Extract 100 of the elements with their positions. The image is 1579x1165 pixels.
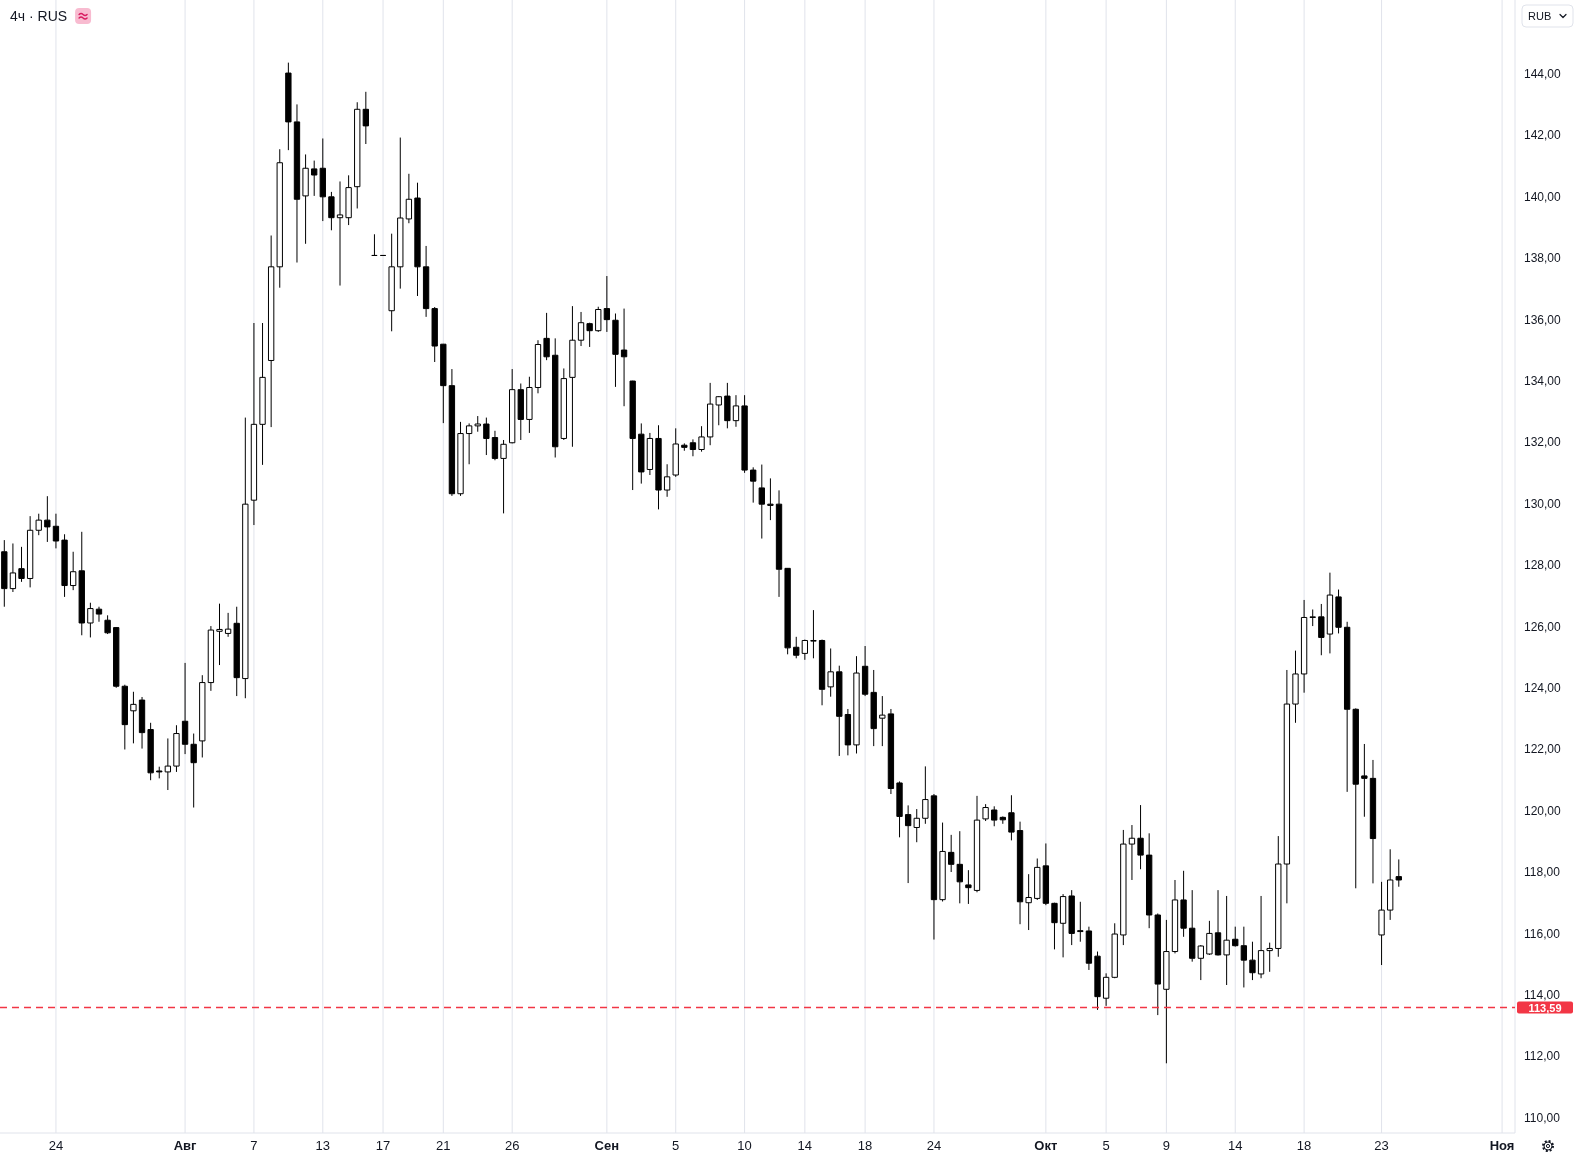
candlestick	[181, 662, 189, 755]
y-tick-label: 118,00	[1524, 865, 1561, 880]
candlestick	[569, 305, 576, 448]
candlestick	[242, 417, 249, 699]
x-tick-label: 18	[1296, 1137, 1312, 1153]
candlestick	[956, 830, 963, 904]
candlestick	[224, 612, 232, 638]
candlestick	[1343, 621, 1351, 793]
candlestick	[1266, 942, 1273, 973]
candlestick	[199, 674, 206, 758]
candlestick	[1025, 873, 1032, 931]
candlestick	[1077, 901, 1084, 943]
candlestick	[887, 708, 895, 795]
candlestick	[70, 551, 77, 591]
candlestick	[922, 765, 929, 825]
candlestick	[35, 513, 42, 536]
candlestick	[267, 235, 275, 428]
candlestick	[422, 245, 430, 318]
y-tick-label: 138,00	[1524, 251, 1562, 266]
candlestick	[233, 606, 240, 697]
candlestick	[52, 513, 60, 549]
x-tick-label: 23	[1374, 1137, 1389, 1153]
candlestick	[1034, 858, 1041, 901]
candlestick	[336, 180, 344, 287]
candlestick	[1145, 832, 1153, 929]
candlestick	[1292, 650, 1299, 724]
candlestick	[138, 696, 146, 750]
y-tick-label: 140,00	[1524, 189, 1562, 204]
candlestick	[483, 417, 490, 456]
candlestick	[818, 639, 826, 706]
candlestick	[156, 766, 163, 779]
candlestick	[164, 737, 172, 791]
candlestick	[982, 803, 989, 822]
candlestick	[965, 869, 972, 905]
y-tick-label: 132,00	[1524, 435, 1562, 450]
candlestick	[293, 103, 301, 264]
candlestick	[706, 382, 714, 446]
y-tick-label: 120,00	[1524, 803, 1562, 818]
candlestick	[1326, 572, 1334, 654]
candlestick	[405, 173, 413, 224]
x-tick-label: 18	[857, 1137, 873, 1153]
candlestick	[448, 368, 456, 497]
candlestick	[345, 174, 352, 226]
candlestick	[1361, 743, 1368, 818]
y-axis-title: RUB	[1528, 9, 1552, 22]
candlestick	[681, 442, 688, 452]
candlestick	[1352, 707, 1359, 889]
x-tick-label: 5	[1102, 1137, 1110, 1153]
candlestick	[431, 306, 438, 363]
candlestick	[87, 602, 94, 638]
candlestick	[913, 808, 920, 843]
candlestick	[1257, 895, 1265, 979]
candlestick	[1300, 599, 1308, 694]
candlestick	[1154, 912, 1161, 1016]
x-tick-label: 7	[250, 1137, 258, 1153]
x-tick-label: 14	[797, 1137, 813, 1153]
candlestick	[879, 695, 886, 747]
candlestick	[250, 322, 258, 526]
candlestick	[999, 815, 1006, 825]
candlestick	[216, 603, 223, 666]
candlestick	[870, 669, 877, 747]
candlestick	[1051, 902, 1058, 950]
candlestick	[276, 148, 283, 289]
candlestick	[612, 312, 619, 388]
candlestick	[1318, 603, 1325, 656]
candlestick	[1240, 926, 1248, 988]
candlestick	[130, 691, 137, 744]
candlestick	[1102, 972, 1110, 1007]
candlestick	[1137, 804, 1144, 870]
y-tick-label: 124,00	[1524, 680, 1562, 695]
candlestick	[646, 432, 654, 476]
candlestick	[861, 645, 869, 697]
candlestick	[543, 312, 550, 361]
candlestick	[440, 343, 447, 424]
candlestick	[371, 233, 378, 256]
candlestick	[801, 639, 809, 661]
candlestick	[758, 464, 765, 540]
candlestick	[1059, 893, 1067, 958]
candlestick	[1, 539, 8, 608]
candlestick	[1163, 919, 1170, 1064]
candlestick	[784, 567, 791, 655]
candlestick	[724, 382, 731, 429]
candlestick	[663, 463, 671, 498]
candlestick	[793, 636, 800, 659]
candlestick	[388, 233, 395, 332]
x-tick-label: 26	[504, 1137, 520, 1153]
candlestick	[95, 606, 103, 623]
y-tick-label: 114,00	[1524, 988, 1561, 1003]
candlestick	[1171, 879, 1179, 954]
candlestick	[586, 322, 593, 348]
x-tick-label: Окт	[1034, 1137, 1058, 1153]
candlestick	[577, 311, 585, 347]
ref-line-label: 113,59	[1528, 1001, 1562, 1014]
y-tick-label: 110,00	[1524, 1110, 1561, 1125]
y-tick-label: 126,00	[1524, 619, 1562, 634]
candlestick	[526, 376, 533, 434]
candlestick	[517, 383, 524, 441]
candlestick	[1387, 848, 1394, 921]
candlestick	[1008, 794, 1015, 841]
y-tick-label: 130,00	[1524, 496, 1562, 511]
